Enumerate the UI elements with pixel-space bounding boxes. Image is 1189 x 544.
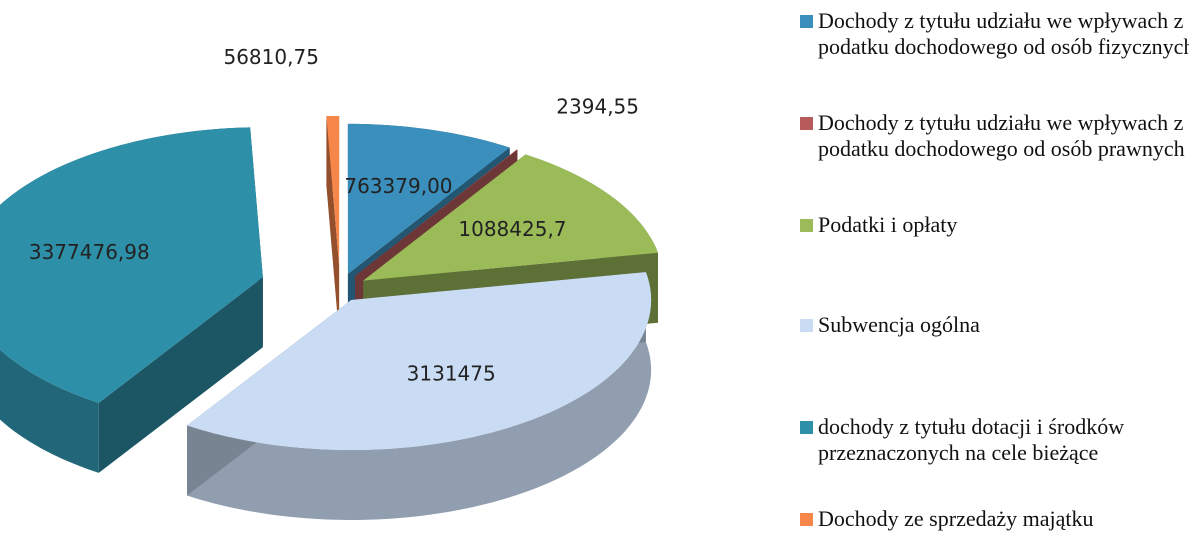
slice-wall (98, 277, 263, 473)
data-label: 3377476,98 (29, 240, 150, 264)
data-label: 763379,00 (344, 174, 452, 198)
pie-slice (326, 116, 340, 267)
chart: 763379,00 2394,55 1088425,7 3131475 3377476,… (0, 45, 658, 520)
legend-label: Dochody z tytułu udziału we wpływach z p… (818, 110, 1185, 161)
data-label: 3131475 (407, 361, 496, 385)
legend-swatch (800, 319, 813, 332)
legend-item: Dochody ze sprzedaży majątku (798, 506, 1189, 532)
legend-swatch (800, 117, 813, 130)
legend-label: Dochody z tytułu udziału we wpływach z p… (818, 8, 1189, 59)
pie-slice (187, 272, 652, 450)
legend-item: Podatki i opłaty (798, 212, 1189, 238)
slice-side (187, 272, 652, 520)
legend-label: Subwencja ogólna (818, 312, 980, 337)
legend-swatch (800, 421, 813, 434)
slice-wall (326, 116, 340, 337)
legend-item: Dochody z tytułu udziału we wpływach z p… (798, 8, 1189, 60)
data-label: 1088425,7 (458, 217, 566, 241)
legend-item: dochody z tytułu dotacji i środków przez… (798, 414, 1189, 466)
legend-swatch (800, 15, 813, 28)
pie-slice (347, 123, 510, 274)
slice-tops (0, 116, 658, 450)
pie-slice (355, 149, 518, 276)
pie-slice (0, 127, 263, 403)
legend-swatch (800, 219, 813, 232)
data-label: 2394,55 (556, 95, 639, 119)
legend-swatch (800, 513, 813, 526)
legend-label: Podatki i opłaty (818, 212, 958, 237)
pie-slice (363, 154, 658, 281)
data-labels: 763379,00 2394,55 1088425,7 3131475 3377476,… (29, 45, 639, 385)
data-label: 56810,75 (223, 45, 318, 69)
legend-item: Dochody z tytułu udziału we wpływach z p… (798, 110, 1189, 162)
legend-item: Subwencja ogólna (798, 312, 1189, 338)
legend-label: dochody z tytułu dotacji i środków przez… (818, 414, 1125, 465)
legend-label: Dochody ze sprzedaży majątku (818, 506, 1094, 531)
